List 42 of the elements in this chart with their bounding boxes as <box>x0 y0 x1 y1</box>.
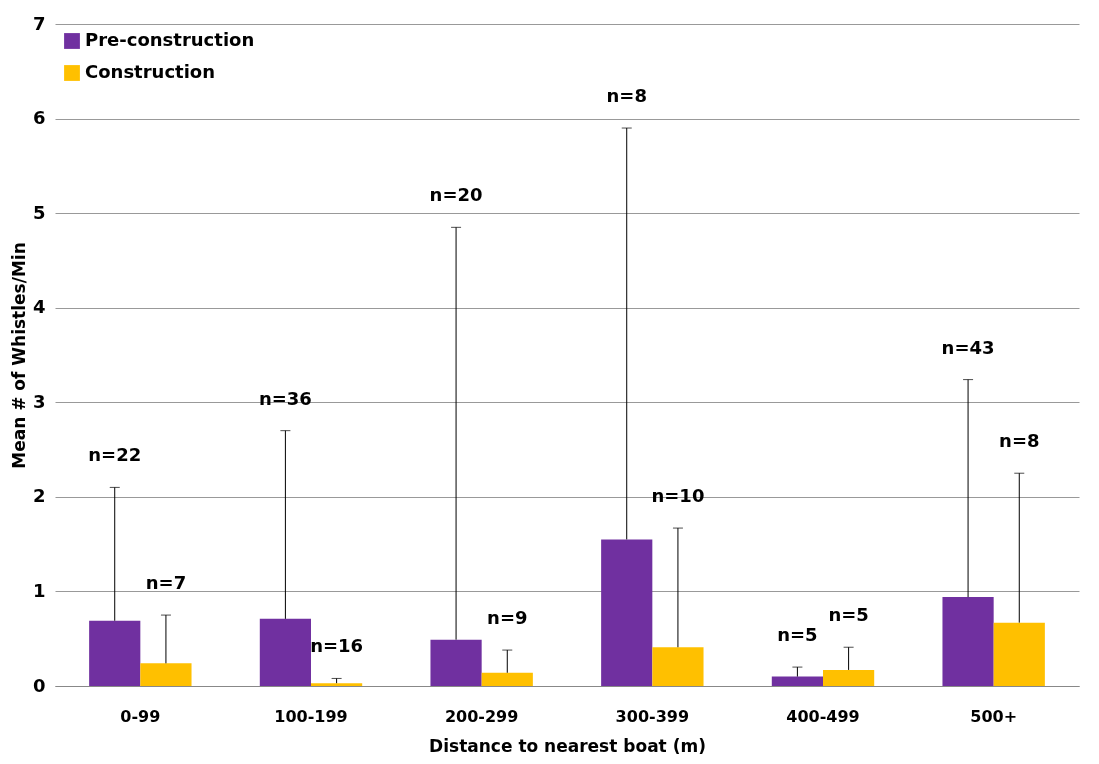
x-axis-title: Distance to nearest boat (m) <box>429 735 706 756</box>
y-tick-label: 4 <box>32 296 46 318</box>
bar <box>652 647 704 686</box>
bar <box>823 669 875 686</box>
annotation: n=10 <box>651 485 705 507</box>
bar <box>942 597 994 686</box>
annotation: n=8 <box>606 85 647 107</box>
y-tick-label: 2 <box>32 485 46 507</box>
annotation: n=5 <box>828 604 869 626</box>
bar <box>430 639 482 686</box>
y-tick-label: 5 <box>32 201 46 223</box>
x-tick-label: 100-199 <box>274 706 348 726</box>
x-tick-label: 300-399 <box>615 706 690 726</box>
y-tick-label: 3 <box>32 390 46 412</box>
x-tick-label: 500+ <box>970 706 1018 726</box>
x-tick-label: 200-299 <box>444 706 519 726</box>
x-tick-label: 0-99 <box>120 706 161 726</box>
bar <box>140 663 192 686</box>
annotation: n=20 <box>429 184 483 206</box>
annotation: n=7 <box>145 572 187 594</box>
y-tick-label: 7 <box>32 12 46 34</box>
bar <box>89 620 141 686</box>
annotation: n=43 <box>941 336 995 358</box>
x-tick-label: 400-499 <box>786 706 860 726</box>
bar <box>259 618 311 686</box>
annotation: n=36 <box>258 387 312 409</box>
y-axis-title: Mean # of Whistles/Min <box>8 242 29 469</box>
bar <box>481 672 533 686</box>
y-tick-label: 6 <box>32 107 46 129</box>
annotation: n=5 <box>777 624 818 646</box>
annotation: n=8 <box>999 430 1040 452</box>
annotation: n=22 <box>88 444 142 466</box>
y-tick-label: 0 <box>32 674 46 696</box>
annotation: n=16 <box>310 635 364 657</box>
bar <box>601 539 653 686</box>
legend-label: Construction <box>85 61 216 82</box>
bar <box>771 676 823 686</box>
bar <box>311 683 363 686</box>
annotation: n=9 <box>487 607 528 629</box>
y-tick-label: 1 <box>32 579 46 601</box>
bar <box>993 622 1045 686</box>
legend-label: Pre-construction <box>85 29 255 50</box>
